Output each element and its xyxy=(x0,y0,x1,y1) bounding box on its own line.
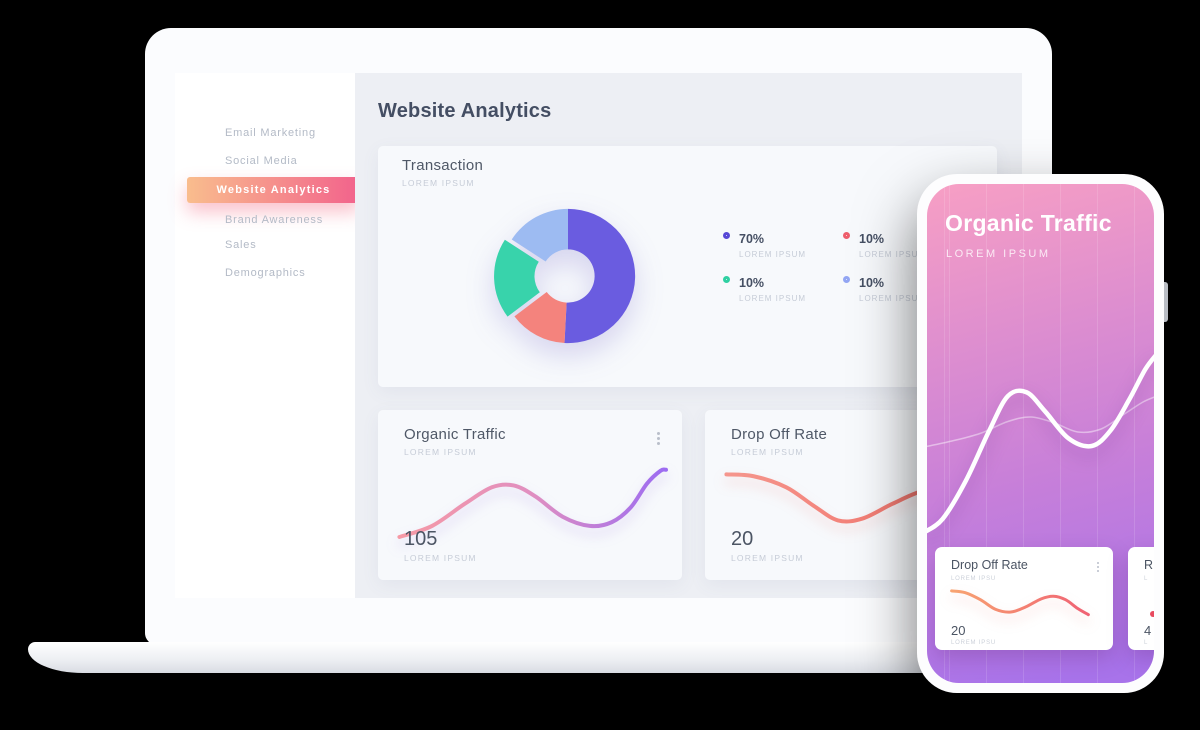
phone-card-value: 20 xyxy=(951,623,966,638)
legend-caption: LOREM IPSUM xyxy=(859,294,927,303)
phone-card-title: Drop Off Rate xyxy=(951,558,1028,572)
organic-card-subtitle: LOREM IPSUM xyxy=(404,447,477,457)
sidebar-item-email-marketing[interactable]: Email Marketing xyxy=(225,127,316,139)
phone-card-value: 4 xyxy=(1144,623,1152,638)
legend-caption: LOREM IPSUM xyxy=(739,250,807,259)
phone-card-subtitle: L xyxy=(1144,576,1149,582)
phone-card-value-caption: LOREM IPSU xyxy=(951,640,997,646)
legend-caption: LOREM IPSUM xyxy=(859,250,927,259)
phone-main-line-chart xyxy=(927,350,1154,542)
laptop-screen: Email Marketing Social Media Website Ana… xyxy=(145,28,1052,645)
phone-card-subtitle: LOREM IPSU xyxy=(951,576,997,582)
sidebar-item-social-media[interactable]: Social Media xyxy=(225,155,298,167)
dropoff-value: 20 xyxy=(731,528,754,550)
phone-subtitle: LOREM IPSUM xyxy=(946,248,1051,260)
transaction-donut-chart xyxy=(482,190,654,362)
page-title: Website Analytics xyxy=(378,100,552,122)
legend-ring-purple-icon xyxy=(723,232,730,239)
legend-value: 10% xyxy=(859,276,885,290)
phone-title: Organic Traffic xyxy=(945,210,1112,236)
phone-screen: Organic Traffic LOREM IPSUM Drop Off Rat… xyxy=(927,184,1154,683)
legend-ring-blue-icon xyxy=(843,276,850,283)
sidebar-item-demographics[interactable]: Demographics xyxy=(225,267,306,279)
legend-item: 10% LOREM IPSUM xyxy=(723,274,843,303)
organic-value-caption: LOREM IPSUM xyxy=(404,553,477,563)
organic-value: 105 xyxy=(404,528,438,550)
legend-ring-red-icon xyxy=(843,232,850,239)
dropoff-card-title: Drop Off Rate xyxy=(731,426,828,443)
phone-card-line-chart xyxy=(947,583,1099,627)
line-end-dot xyxy=(1150,611,1154,617)
legend-value: 10% xyxy=(859,232,885,246)
legend-item: 10% LOREM IPSUM xyxy=(843,274,963,303)
more-options-icon[interactable] xyxy=(1095,560,1101,574)
organic-card-title: Organic Traffic xyxy=(404,426,506,443)
transaction-card-title: Transaction xyxy=(402,157,484,174)
legend-item: 70% LOREM IPSUM xyxy=(723,230,843,259)
legend-ring-teal-icon xyxy=(723,276,730,283)
legend-value: 10% xyxy=(739,276,765,290)
phone-partial-card: R L 4 L xyxy=(1128,547,1154,650)
main-content: Website Analytics Transaction LOREM IPSU… xyxy=(355,73,1022,598)
organic-traffic-card: Organic Traffic LOREM IPSUM 105 LOREM IP… xyxy=(378,410,682,580)
organic-line-chart xyxy=(394,456,666,548)
sidebar-item-sales[interactable]: Sales xyxy=(225,239,257,251)
phone-dropoff-card: Drop Off Rate LOREM IPSU 20 LOREM IPSU xyxy=(935,547,1113,650)
transaction-card: Transaction LOREM IPSUM 70% LOREM IPSUM … xyxy=(378,146,997,387)
transaction-legend: 70% LOREM IPSUM 10% LOREM IPSUM 10% LORE… xyxy=(723,230,963,303)
dropoff-card-subtitle: LOREM IPSUM xyxy=(731,447,804,457)
legend-item: 10% LOREM IPSUM xyxy=(843,230,963,259)
more-options-icon[interactable] xyxy=(655,430,662,447)
sidebar: Email Marketing Social Media Website Ana… xyxy=(175,73,360,598)
phone-card-value-caption: L xyxy=(1144,640,1149,646)
sidebar-item-website-analytics[interactable]: Website Analytics xyxy=(187,177,360,203)
phone-card-title: R xyxy=(1144,558,1154,572)
sidebar-item-brand-awareness[interactable]: Brand Awareness xyxy=(225,214,324,226)
phone-side-button xyxy=(1164,282,1168,322)
legend-value: 70% xyxy=(739,232,765,246)
dropoff-value-caption: LOREM IPSUM xyxy=(731,553,804,563)
phone-mockup: Organic Traffic LOREM IPSUM Drop Off Rat… xyxy=(917,174,1168,693)
transaction-card-subtitle: LOREM IPSUM xyxy=(402,178,475,188)
legend-caption: LOREM IPSUM xyxy=(739,294,807,303)
